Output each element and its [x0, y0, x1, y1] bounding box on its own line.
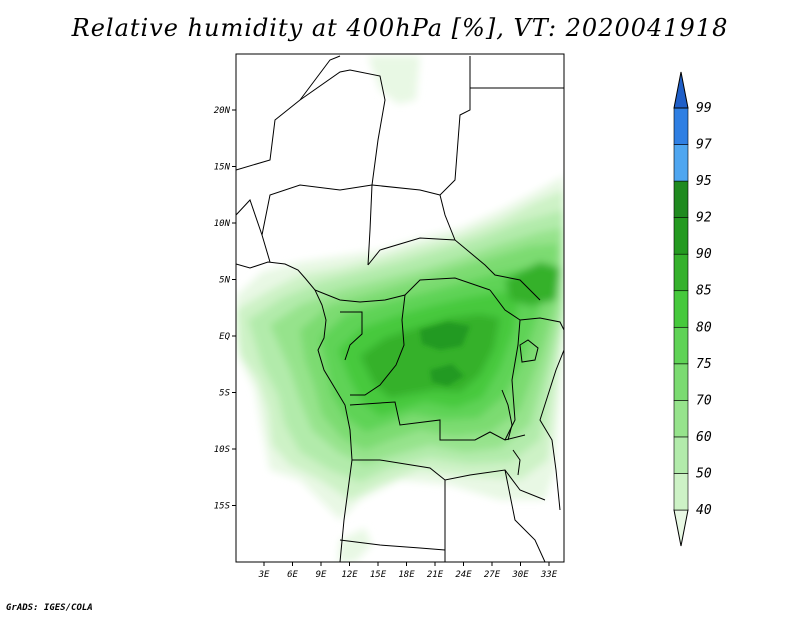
colorbar-label: 50 [696, 466, 712, 481]
colorbar-label: 99 [696, 101, 712, 116]
colorbar-box [673, 253, 689, 292]
lat-tick-label: 10S [214, 445, 231, 455]
colorbar-max-triangle [673, 71, 689, 109]
lat-tick-label: 15N [214, 163, 231, 173]
lat-tick-label: 15S [214, 502, 231, 512]
lat-tick-label: EQ [219, 332, 230, 342]
colorbar-box [673, 436, 689, 474]
lat-tick-label: 10N [214, 219, 231, 229]
colorbar-label: 90 [696, 247, 712, 262]
map-frame [235, 53, 565, 563]
colorbar-label: 92 [696, 211, 712, 226]
lon-tick-label: 30E [511, 570, 529, 580]
colorbar-box [673, 180, 689, 218]
country-borders [236, 55, 564, 562]
colorbar-box [673, 326, 689, 365]
lon-tick-label: 27E [484, 570, 501, 580]
lon-tick-label: 3E [258, 570, 270, 580]
colorbar-label: 80 [696, 320, 712, 335]
colorbar-label: 40 [696, 503, 712, 518]
colorbar: 40 50 60 70 75 80 85 90 92 95 97 99 [673, 71, 712, 547]
lon-tick-label: 12E [341, 570, 358, 580]
credit-label: GrADS: IGES/COLA [6, 603, 93, 613]
colorbar-box [673, 363, 689, 401]
colorbar-label: 97 [696, 138, 712, 153]
lon-tick-label: 6E [287, 570, 298, 580]
colorbar-label: 75 [696, 357, 712, 372]
humidity-field [236, 56, 564, 562]
colorbar-label: 85 [696, 284, 712, 299]
colorbar-box [673, 144, 689, 182]
lat-tick-label: 5N [219, 276, 230, 286]
lon-tick-label: 21E [427, 570, 444, 580]
colorbar-label: 70 [696, 393, 712, 408]
colorbar-box [673, 290, 689, 328]
lat-tick-label: 20N [214, 106, 231, 116]
latitude-axis: 20N 15N 10N 5N EQ 5S 10S 15S [214, 106, 236, 512]
colorbar-label: 60 [696, 430, 712, 445]
lon-tick-label: 18E [398, 570, 415, 580]
colorbar-box [673, 217, 689, 255]
lon-tick-label: 24E [455, 570, 472, 580]
lon-tick-label: 9E [316, 570, 327, 580]
colorbar-label: 95 [696, 174, 712, 189]
colorbar-box [673, 107, 689, 145]
lat-tick-label: 5S [219, 389, 230, 399]
longitude-axis: 3E 6E 9E 12E 15E 18E 21E 24E 27E 30E 33E [258, 562, 558, 580]
map-title: Relative humidity at 400hPa [%], VT: 202… [71, 14, 729, 42]
colorbar-box [673, 400, 689, 438]
colorbar-box [673, 473, 689, 511]
colorbar-min-triangle [673, 509, 689, 547]
lon-tick-label: 15E [370, 570, 387, 580]
lon-tick-label: 33E [540, 570, 558, 580]
